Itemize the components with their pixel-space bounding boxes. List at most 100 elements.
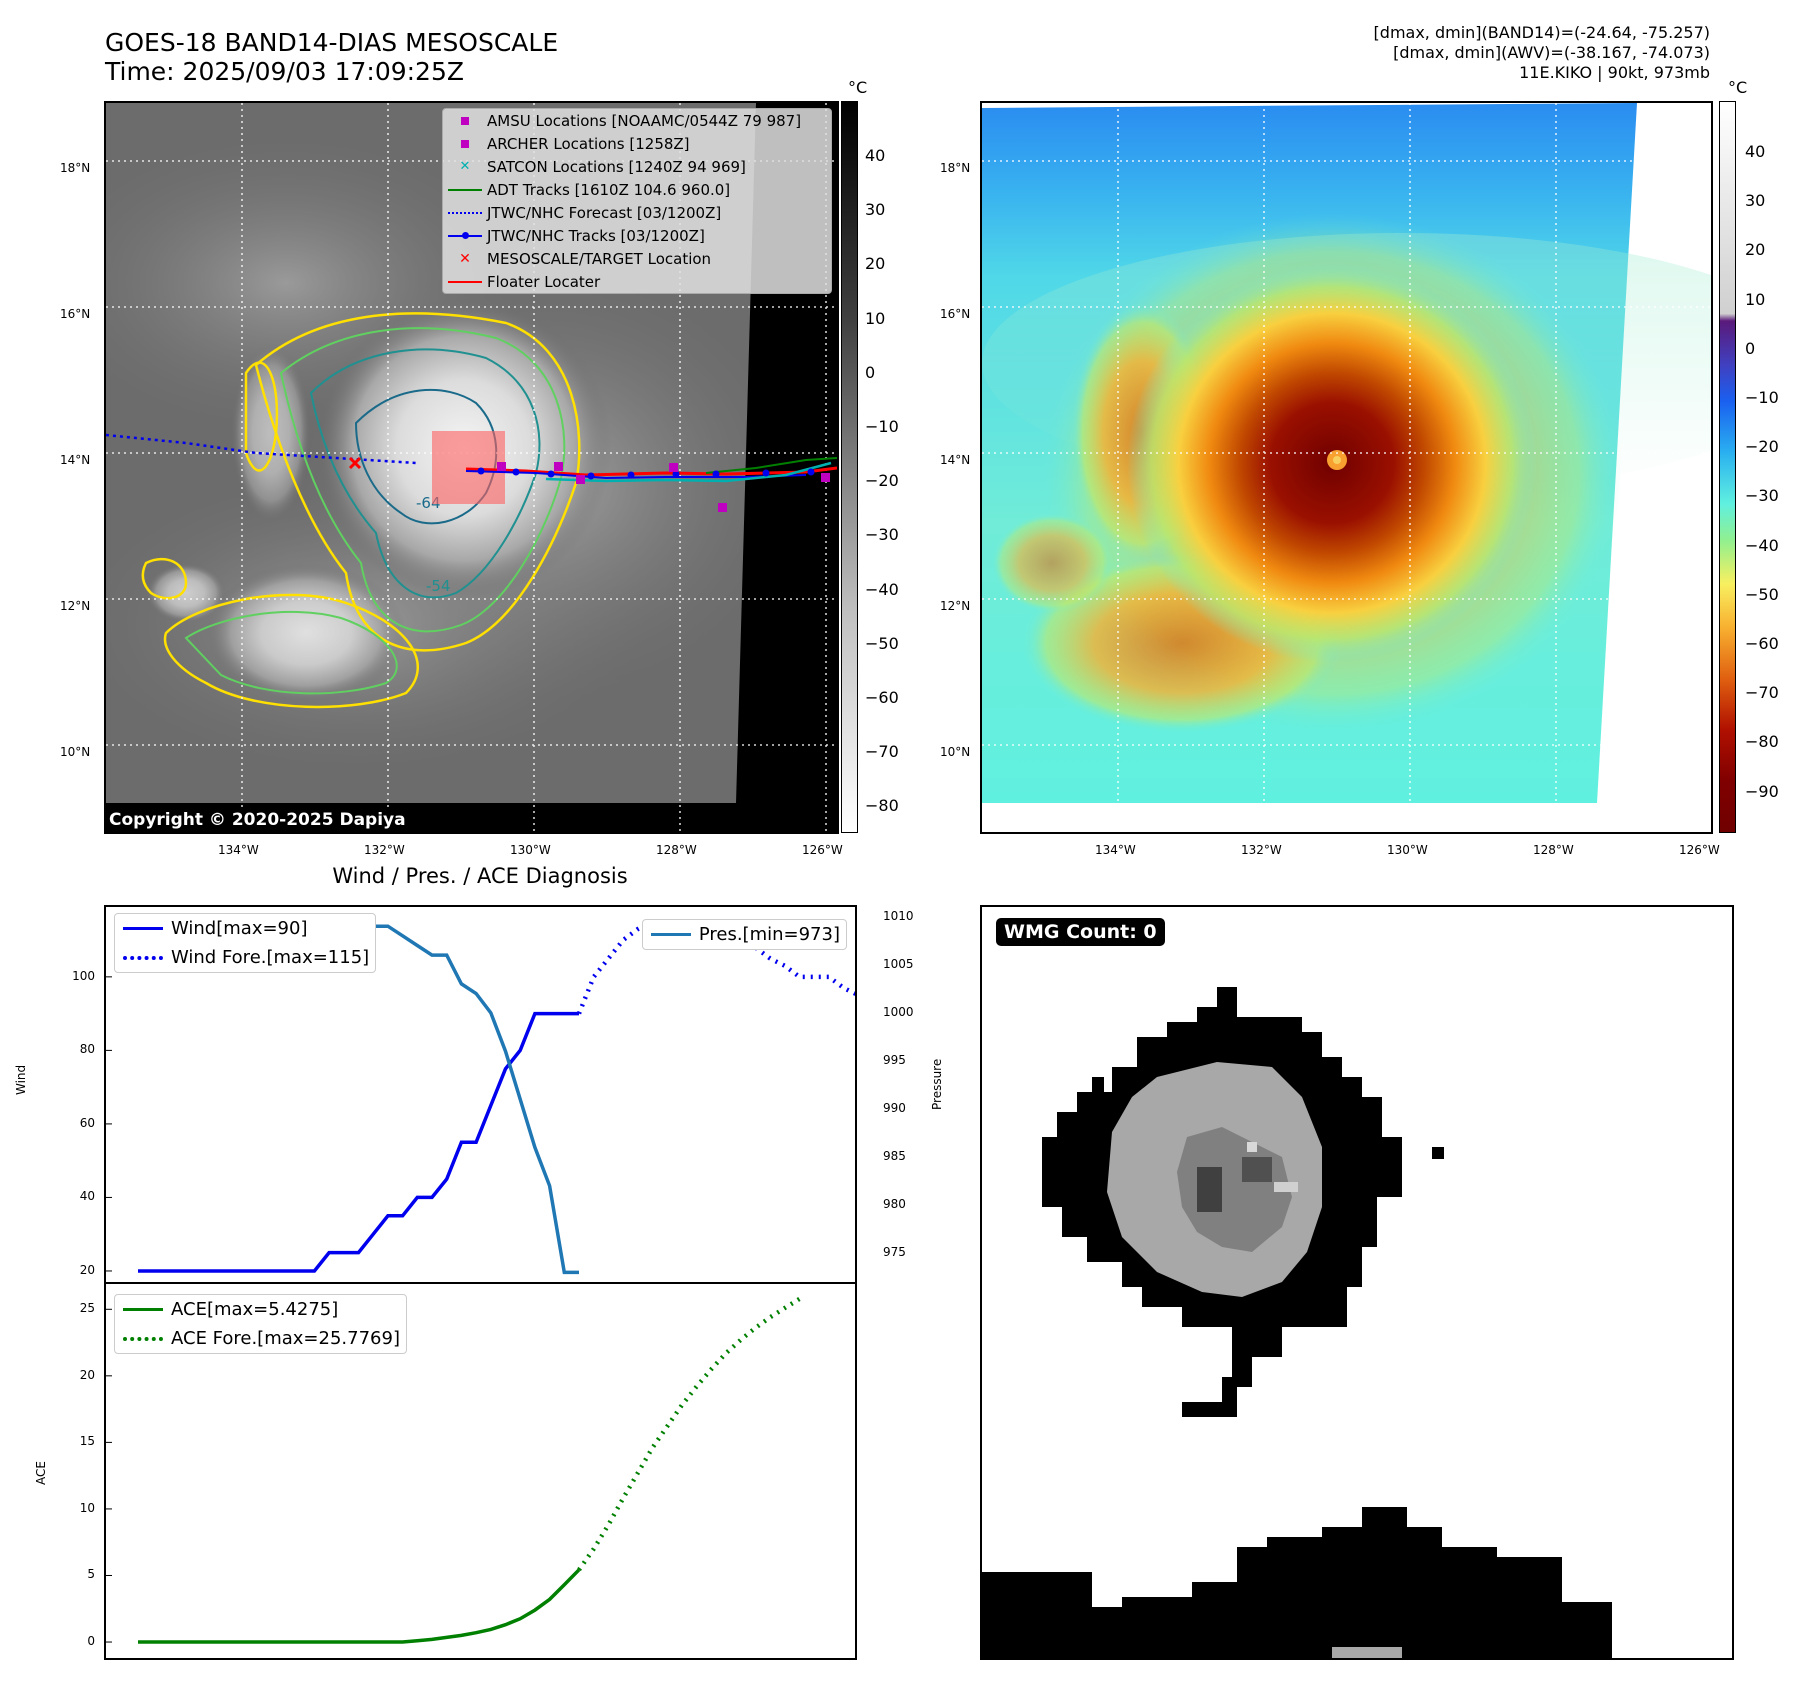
- colorbar-tick-label: −70: [1745, 683, 1779, 703]
- axis-tick-label: 975: [883, 1245, 906, 1260]
- axis-tick-label: 1010: [883, 908, 914, 923]
- axis-tick-label: 60: [79, 1115, 95, 1130]
- colorbar-tick-label: 40: [1745, 142, 1766, 161]
- ir-legend: AMSU Locations [NOAAMC/0544Z 79 987] ARC…: [442, 108, 832, 294]
- axis-tick-label: 20: [79, 1262, 95, 1277]
- pressure-legend: Pres.[min=973]: [641, 919, 847, 950]
- line-marker-icon: [115, 1308, 171, 1311]
- wmg-count-badge: WMG Count: 0: [996, 918, 1165, 946]
- axis-tick-label: 80: [79, 1042, 95, 1057]
- info-awv: [dmax, dmin](AWV)=(-38.167, -74.073): [1393, 43, 1710, 62]
- colorbar-tick-label: −20: [865, 471, 899, 491]
- pressure-axis-label: Pressure: [930, 1058, 944, 1110]
- colorbar-tick-label: −30: [865, 525, 899, 545]
- colorbar-tick-label: 40: [865, 146, 886, 165]
- lon-label: 126°W: [1679, 843, 1720, 857]
- line-marker-icon: [443, 280, 487, 283]
- storm-info: 11E.KIKO | 90kt, 973mb: [1519, 63, 1710, 82]
- lon-label: 134°W: [1095, 843, 1136, 857]
- x-marker-icon: ✕: [459, 250, 471, 267]
- colorbar-tick-label: −20: [1745, 437, 1779, 457]
- wmg-image: [982, 987, 1612, 1658]
- axis-tick-label: 980: [883, 1197, 906, 1212]
- lon-label: 130°W: [1387, 843, 1428, 857]
- lat-label: 10°N: [60, 745, 91, 759]
- info-band14: [dmax, dmin](BAND14)=(-24.64, -75.257): [1373, 23, 1710, 42]
- dotted-line-icon: [115, 955, 171, 960]
- ace-legend: ACE[max=5.4275] ACE Fore.[max=25.7769]: [114, 1294, 407, 1354]
- awv-map-panel: [980, 101, 1713, 834]
- colorbar-tick-label: −10: [1745, 388, 1779, 407]
- legend-item-wind: Wind[max=90]: [115, 914, 375, 943]
- line-marker-icon: [643, 933, 699, 936]
- lon-label: 130°W: [510, 843, 551, 857]
- axis-tick-label: 25: [79, 1301, 95, 1316]
- lat-label: 18°N: [60, 161, 91, 175]
- dotted-line-icon: [115, 1336, 171, 1341]
- legend-item-wind-forecast: Wind Fore.[max=115]: [115, 943, 375, 972]
- wind-forecast-series-line: [576, 919, 855, 1015]
- legend-item-ace-forecast: ACE Fore.[max=25.7769]: [115, 1324, 406, 1353]
- ace-axis-label: ACE: [34, 1461, 48, 1485]
- legend-item-ace: ACE[max=5.4275]: [115, 1295, 406, 1324]
- dotted-line-icon: [443, 211, 487, 214]
- colorbar-tick-label: 10: [865, 308, 886, 328]
- copyright-label: Copyright © 2020-2025 Dapiya: [105, 809, 410, 831]
- lon-label: 128°W: [656, 843, 697, 857]
- axis-tick-label: 1000: [883, 1004, 914, 1019]
- legend-item-target: ✕ MESOSCALE/TARGET Location: [443, 247, 831, 270]
- lat-label: 10°N: [940, 745, 971, 759]
- colorbar-tick-label: −90: [1745, 781, 1779, 801]
- lon-label: 126°W: [802, 843, 843, 857]
- axis-tick-label: 40: [79, 1189, 95, 1204]
- legend-item-adt: ADT Tracks [1610Z 104.6 960.0]: [443, 178, 831, 201]
- ace-plot: ACE[max=5.4275] ACE Fore.[max=25.7769]: [104, 1282, 857, 1660]
- colorbar-tick-label: −80: [865, 796, 899, 816]
- ir-colorbar: [841, 101, 858, 833]
- colorbar-tick-label: −70: [865, 742, 899, 762]
- awv-colorbar-unit: °C: [1728, 78, 1748, 97]
- colorbar-tick-label: 20: [1745, 240, 1766, 260]
- legend-item-archer: ARCHER Locations [1258Z]: [443, 132, 831, 155]
- legend-item-tracks: JTWC/NHC Tracks [03/1200Z]: [443, 224, 831, 247]
- lon-label: 134°W: [218, 843, 259, 857]
- lat-label: 12°N: [60, 599, 91, 613]
- lat-label: 18°N: [940, 161, 971, 175]
- axis-tick-label: 985: [883, 1149, 906, 1163]
- wind-pressure-plot: Wind[max=90] Wind Fore.[max=115] Pres.[m…: [104, 905, 857, 1284]
- legend-item-forecast: JTWC/NHC Forecast [03/1200Z]: [443, 201, 831, 224]
- diagnosis-title: Wind / Pres. / ACE Diagnosis: [332, 864, 628, 888]
- axis-tick-label: 0: [87, 1634, 95, 1649]
- colorbar-tick-label: 20: [865, 254, 886, 274]
- x-marker-icon: ✕: [459, 159, 471, 174]
- ace-canvas: [106, 1296, 801, 1644]
- colorbar-tick-label: −40: [865, 579, 899, 599]
- wind-legend: Wind[max=90] Wind Fore.[max=115]: [114, 913, 377, 973]
- axis-tick-label: 100: [72, 968, 95, 983]
- wind-axis-label: Wind: [14, 1064, 28, 1095]
- wind-series-line: [138, 1011, 579, 1273]
- colorbar-tick-label: 30: [865, 200, 886, 220]
- colorbar-tick-label: 10: [1745, 289, 1766, 309]
- lat-label: 14°N: [60, 453, 91, 467]
- colorbar-tick-label: −10: [865, 417, 899, 436]
- lon-label: 132°W: [1241, 843, 1282, 857]
- axis-tick-label: 990: [883, 1100, 906, 1115]
- ace-forecast-series-line: [577, 1296, 801, 1572]
- legend-item-satcon: ✕ SATCON Locations [1240Z 94 969]: [443, 155, 831, 178]
- timestamp: Time: 2025/09/03 17:09:25Z: [105, 57, 464, 86]
- legend-item-pressure: Pres.[min=973]: [643, 920, 846, 949]
- line-marker-icon: [115, 927, 171, 930]
- colorbar-tick-label: −50: [865, 633, 899, 653]
- colorbar-tick-label: −80: [1745, 732, 1779, 752]
- colorbar-tick-label: −60: [865, 688, 899, 707]
- colorbar-tick-label: −40: [1745, 535, 1779, 555]
- lon-label: 128°W: [1533, 843, 1574, 857]
- lat-label: 12°N: [940, 599, 971, 613]
- wmg-panel: [980, 905, 1734, 1660]
- axis-tick-label: 1005: [883, 956, 914, 971]
- ace-series-line: [138, 1568, 581, 1644]
- line-marker-icon: [443, 188, 487, 191]
- axis-tick-label: 20: [79, 1367, 95, 1382]
- square-marker-icon: [443, 139, 487, 148]
